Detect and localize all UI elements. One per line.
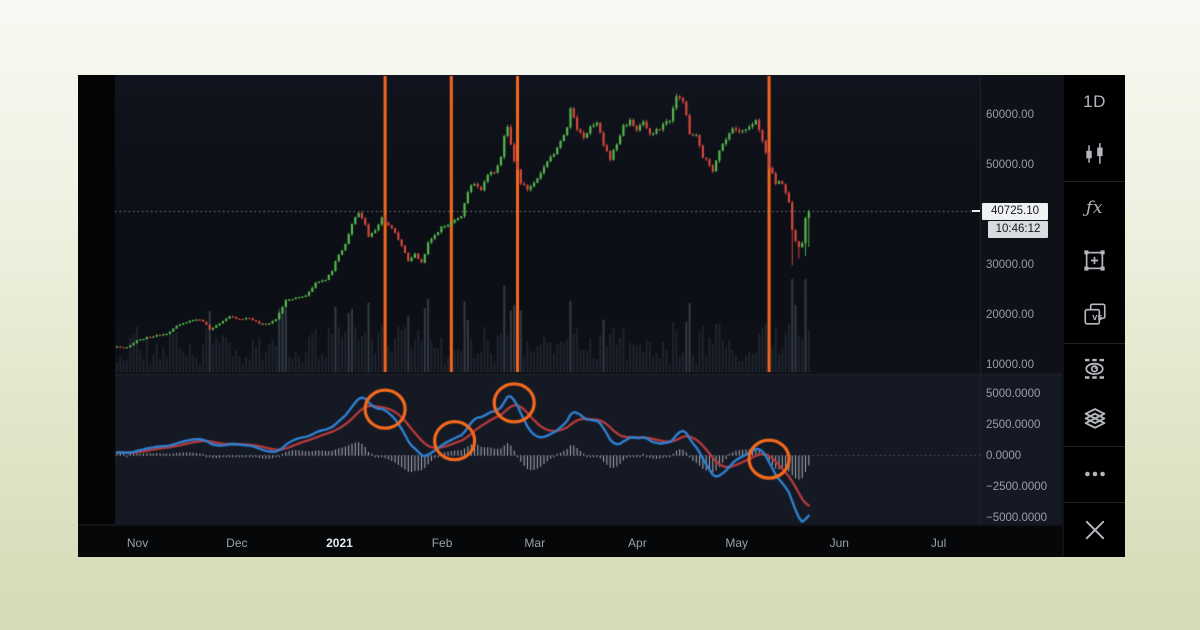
price-tick-label: 60000.00 [986,109,1034,121]
hide-drawings-button[interactable] [1064,343,1125,393]
compare-button[interactable]: vs [1064,286,1125,341]
month-label: Apr [628,536,647,550]
indicators-button-label: ƒx [1086,197,1103,218]
indicator-axis[interactable]: 5000.0000 2500.0000 0.0000 −2500.0000 −5000.… [980,375,1062,524]
close-button[interactable] [1064,502,1125,557]
toolbar-separator [1064,446,1125,447]
interval-button-label: 1D [1083,91,1106,111]
toolbar-separator [1064,502,1125,503]
month-label: Mar [524,536,546,550]
toolbar-separator [1064,180,1125,182]
month-label: Jul [930,536,947,550]
chart-type-button[interactable] [1064,128,1125,180]
eye-hidden-icon [1081,355,1108,382]
close-icon [1081,516,1109,544]
compare-vs-icon: vs [1082,301,1108,327]
alert-button[interactable] [1064,234,1125,286]
indicator-tick-label: −2500.0000 [986,480,1048,493]
layers-icon [1081,405,1109,433]
ellipsis-icon [1082,461,1108,487]
interval-button[interactable]: 1D [1064,75,1125,128]
svg-text:vs: vs [1092,311,1102,321]
indicator-tick-label: −5000.0000 [986,511,1048,524]
object-tree-button[interactable] [1064,393,1125,445]
price-tick-dash [972,210,980,212]
month-label: Nov [126,536,149,550]
price-tick-label: 10000.00 [986,359,1034,371]
price-tick-label: 30000.00 [986,259,1034,271]
last-price-badge: 40725.10 [982,203,1048,220]
indicator-tick-label: 5000.0000 [986,387,1041,400]
right-toolbar: 1D ƒx vs [1062,75,1125,557]
time-axis[interactable]: Nov Dec 2021 Feb Mar Apr May Jun Jul [78,525,1062,557]
price-tick-label: 20000.00 [986,309,1034,321]
trading-chart-window: 60000.00 50000.00 30000.00 20000.00 10000.00… [78,75,1125,557]
chart-canvas[interactable] [78,75,1062,557]
price-tick-label: 50000.00 [986,159,1034,171]
price-axis[interactable]: 60000.00 50000.00 30000.00 20000.00 10000.00 [980,75,1062,374]
month-label: Dec [226,536,248,550]
month-label: Feb [431,536,453,550]
indicator-tick-label: 0.0000 [986,449,1022,462]
toolbar-separator [1064,343,1125,344]
more-button[interactable] [1064,446,1125,501]
indicator-tick-label: 2500.0000 [986,418,1041,431]
month-label: Jun [829,536,849,550]
month-label: May [725,536,748,550]
candles-icon [1082,141,1108,167]
indicators-button[interactable]: ƒx [1064,181,1125,234]
month-label: 2021 [326,536,353,550]
countdown-badge: 10:46:12 [988,221,1048,238]
square-plus-icon [1081,247,1108,274]
